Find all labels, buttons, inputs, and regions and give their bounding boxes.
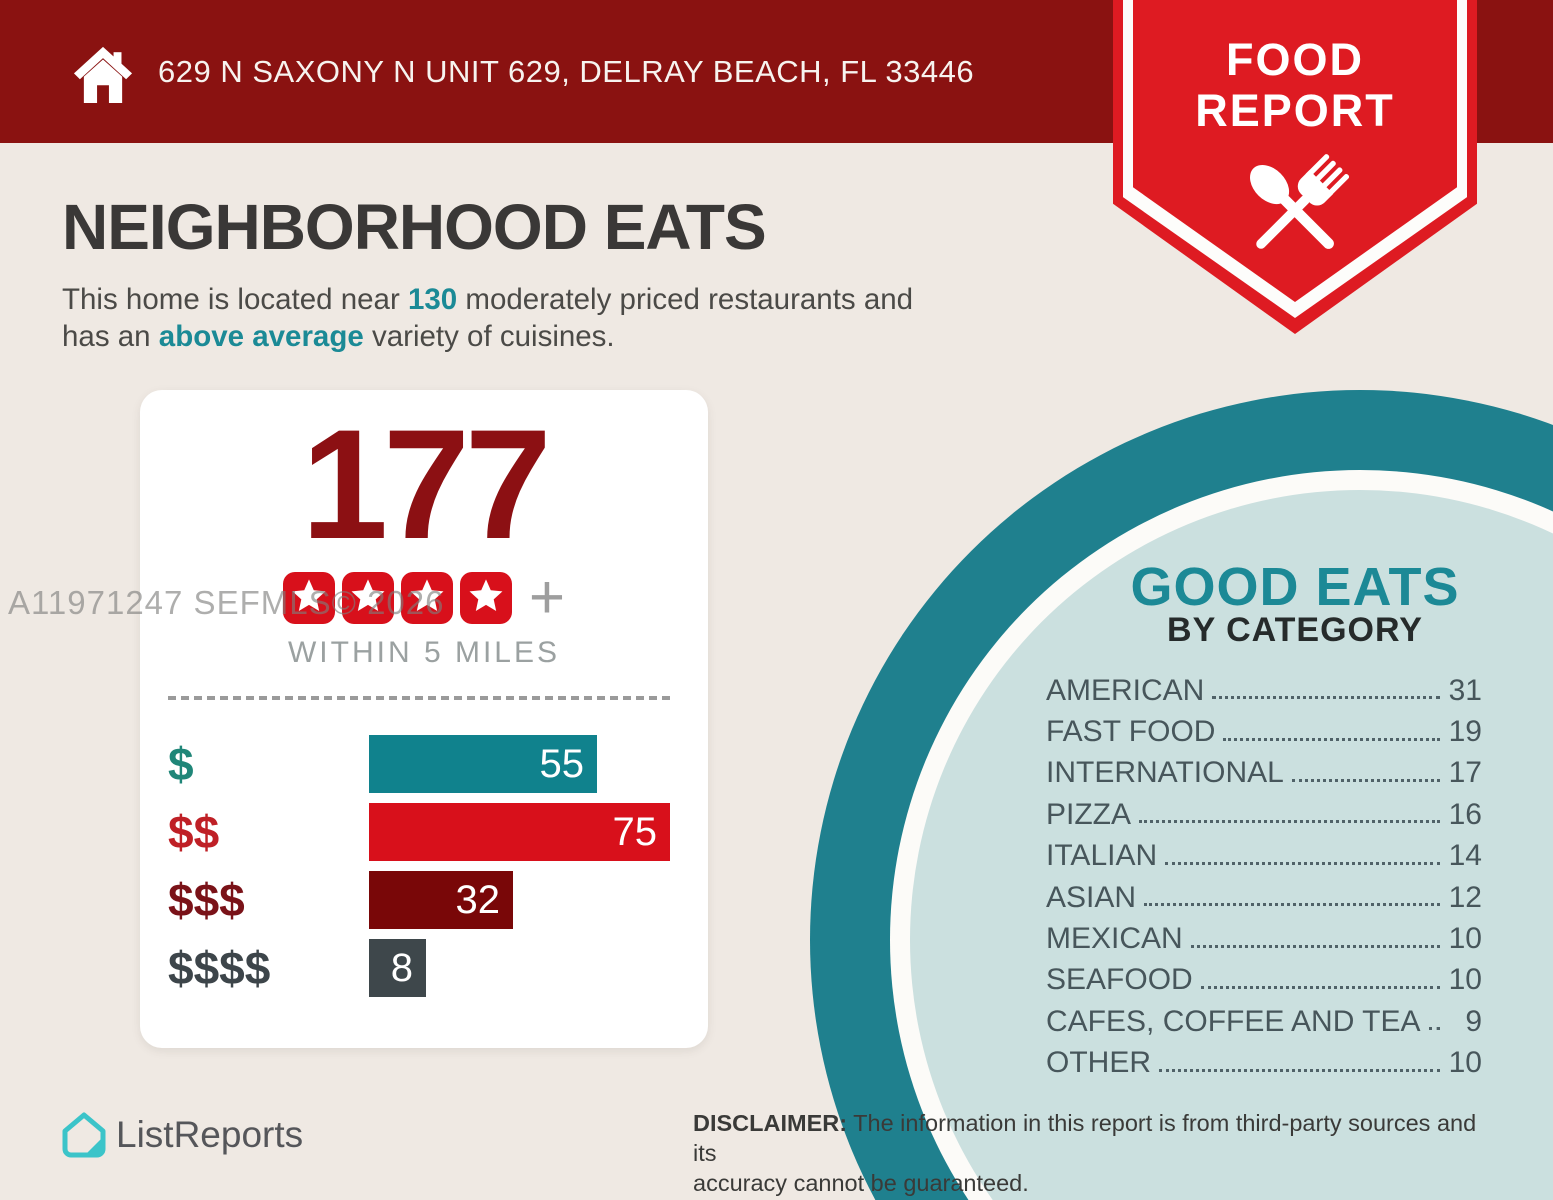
star-icon	[341, 571, 394, 624]
category-value: 10	[1448, 1046, 1482, 1080]
subtitle-highlight: above average	[158, 320, 364, 353]
price-bar: 8	[369, 939, 426, 997]
price-bar-value: 75	[612, 809, 658, 854]
category-value: 31	[1448, 673, 1482, 707]
dotted-leader	[1159, 1068, 1440, 1072]
category-row: AMERICAN 31	[1046, 670, 1482, 711]
price-level-label: $$	[168, 806, 220, 858]
category-row: FAST FOOD 19	[1046, 711, 1482, 752]
category-label: ITALIAN	[1046, 839, 1158, 873]
category-row: OTHER 10	[1046, 1043, 1482, 1084]
subtitle-text: variety of cuisines.	[363, 320, 615, 353]
restaurant-count: 177	[301, 398, 551, 572]
category-value: 9	[1465, 1004, 1482, 1038]
dotted-leader	[1165, 861, 1440, 865]
dotted-leader	[1428, 1027, 1440, 1031]
dotted-leader	[1212, 696, 1440, 700]
plus-icon: +	[528, 562, 566, 632]
category-row: SEAFOOD 10	[1046, 960, 1482, 1001]
category-label: SEAFOOD	[1046, 963, 1193, 997]
category-row: CAFES, COFFEE AND TEA 9	[1046, 1001, 1482, 1042]
category-row: MEXICAN 10	[1046, 918, 1482, 959]
food-report-badge: FOOD REPORT	[1113, 0, 1477, 334]
page-title: NEIGHBORHOOD EATS	[62, 191, 767, 263]
subtitle-text: This home is located near	[62, 283, 408, 316]
price-bar-row: $$$$ 8	[140, 939, 708, 997]
disclaimer-text: The information in this report is from t…	[693, 1110, 1477, 1196]
price-bar-row: $55	[140, 735, 708, 793]
category-value: 10	[1448, 963, 1482, 997]
price-bar: 75	[369, 803, 670, 861]
star-icon	[400, 571, 453, 624]
category-row: ASIAN 12	[1046, 877, 1482, 918]
restaurant-stat-card: 177 + WITHIN 5 MILES $55 $$ 75 $$$ 32 $$$$ 8	[140, 390, 708, 1048]
price-bar-value: 8	[390, 945, 413, 990]
dotted-leader	[1190, 944, 1440, 948]
category-label: AMERICAN	[1046, 673, 1205, 707]
dotted-leader	[1291, 778, 1440, 782]
price-level-label: $$$$	[168, 942, 271, 994]
category-label: PIZZA	[1046, 797, 1132, 831]
category-label: FAST FOOD	[1046, 715, 1216, 749]
category-label: OTHER	[1046, 1046, 1151, 1080]
dashed-divider	[168, 695, 672, 700]
category-row: INTERNATIONAL 17	[1046, 753, 1482, 794]
price-bar-row: $$$ 32	[140, 871, 708, 929]
property-address: 629 N SAXONY N UNIT 629, DELRAY BEACH, F…	[158, 54, 975, 89]
listreports-house-icon	[62, 1112, 106, 1158]
category-row: ITALIAN 14	[1046, 836, 1482, 877]
subtitle-highlight: 130	[407, 283, 458, 316]
star-icon	[459, 571, 512, 624]
price-bar-value: 32	[455, 877, 501, 922]
price-bar: 55	[369, 735, 597, 793]
subtitle-text: moderately priced restaurants and has an	[62, 283, 914, 353]
price-bar: 32	[369, 871, 513, 929]
mls-watermark: A11971247 SEFMLS© 2026	[8, 584, 445, 621]
category-value: 19	[1448, 715, 1482, 749]
dotted-leader	[1223, 737, 1440, 741]
category-label: INTERNATIONAL	[1046, 756, 1284, 790]
good-eats-title: GOOD EATS	[1130, 557, 1460, 617]
price-bar-row: $$ 75	[140, 803, 708, 861]
intro-subtitle: This home is located near 130 moderately…	[62, 281, 1102, 355]
category-label: ASIAN	[1046, 880, 1137, 914]
badge-line1: FOOD	[1226, 34, 1364, 85]
category-value: 12	[1448, 880, 1482, 914]
disclaimer: DISCLAIMER: The information in this repo…	[693, 1108, 1503, 1198]
price-level-label: $$$	[168, 874, 245, 926]
home-icon	[73, 46, 133, 104]
disclaimer-label: DISCLAIMER:	[693, 1110, 848, 1136]
category-value: 16	[1448, 797, 1482, 831]
badge-title: FOOD REPORT	[1113, 34, 1477, 136]
badge-line2: REPORT	[1195, 85, 1395, 136]
dotted-leader	[1200, 985, 1440, 989]
dotted-leader	[1139, 820, 1440, 824]
star-icon	[282, 571, 335, 624]
category-label: MEXICAN	[1046, 922, 1183, 956]
category-list: AMERICAN 31 FAST FOOD 19 INTERNATIONAL 17 PIZZ…	[1046, 670, 1482, 1084]
price-level-label: $	[168, 738, 194, 790]
price-bars: $55 $$ 75 $$$ 32 $$$$ 8	[140, 735, 708, 1007]
rating-stars-row: +	[140, 562, 708, 632]
stars-holder	[282, 571, 512, 624]
price-bar-value: 55	[539, 741, 585, 786]
good-eats-subtitle: BY CATEGORY	[1167, 611, 1423, 649]
category-row: PIZZA 16	[1046, 794, 1482, 835]
within-miles-label: WITHIN 5 MILES	[287, 635, 561, 669]
category-value: 17	[1448, 756, 1482, 790]
category-value: 10	[1448, 922, 1482, 956]
brand-name: ListReports	[116, 1114, 304, 1155]
category-value: 14	[1448, 839, 1482, 873]
spoon-fork-crossed-icon	[1250, 154, 1350, 249]
dotted-leader	[1144, 903, 1440, 907]
category-label: CAFES, COFFEE AND TEA	[1046, 1004, 1421, 1038]
